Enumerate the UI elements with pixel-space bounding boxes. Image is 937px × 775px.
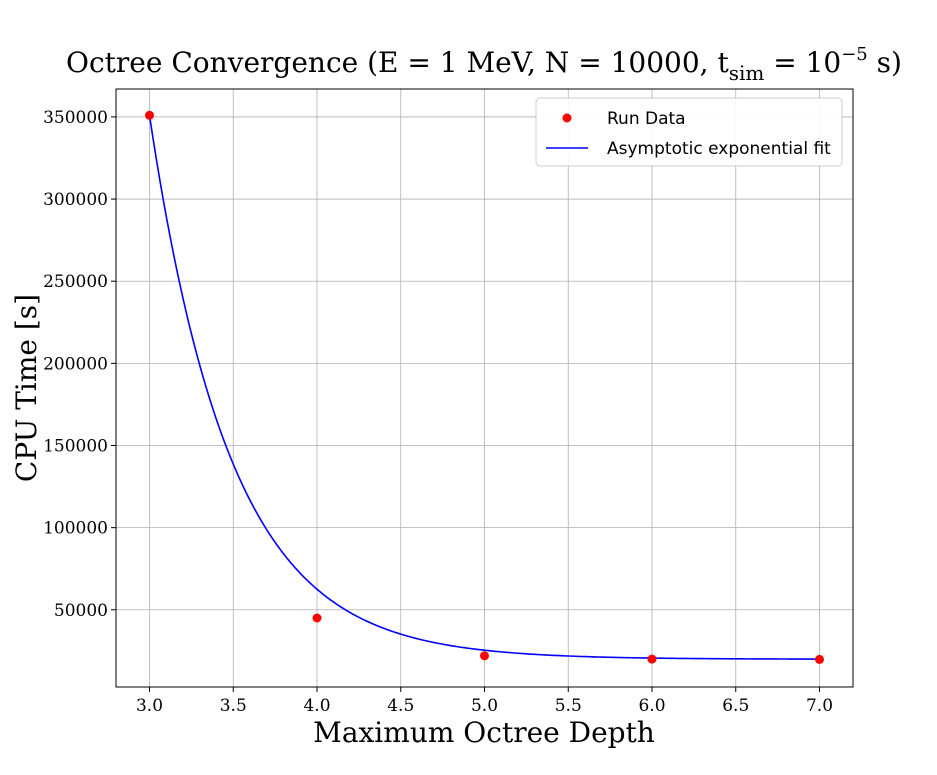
legend-box (535, 97, 843, 167)
x-tick-label: 6.0 (638, 696, 665, 716)
y-axis-ticks: 50000 100000 150000 200000 250000 300000 35000… (43, 108, 116, 621)
y-tick-label: 200000 (43, 354, 108, 374)
chart-title-subscript: sim (729, 61, 765, 85)
x-tick-label: 5.0 (471, 696, 498, 716)
grid (116, 89, 853, 687)
data-point (312, 613, 322, 623)
x-tick-label: 3.0 (136, 696, 163, 716)
data-point (145, 110, 154, 120)
series-layer (145, 110, 824, 664)
fit-curve (148, 115, 820, 660)
y-tick-label: 350000 (43, 108, 108, 128)
data-point (647, 654, 657, 664)
x-axis-ticks: 3.0 3.5 4.0 4.5 5.0 5.5 6.0 6.5 7.0 (136, 687, 833, 716)
chart-title-superscript: −5 (841, 44, 868, 65)
x-tick-label: 4.5 (387, 696, 414, 716)
x-axis-label: Maximum Octree Depth (313, 716, 655, 749)
y-tick-label: 300000 (43, 190, 108, 210)
x-tick-label: 6.5 (722, 696, 749, 716)
y-tick-label: 250000 (43, 272, 108, 292)
chart-title-middle: = 10 (764, 46, 841, 79)
x-tick-label: 4.0 (303, 696, 330, 716)
chart-title: Octree Convergence (E = 1 MeV, N = 10000… (66, 44, 902, 85)
y-axis-label: CPU Time [s] (10, 294, 43, 482)
data-point (815, 654, 824, 664)
chart-title-prefix: Octree Convergence (E = 1 MeV, N = 10000… (66, 46, 729, 79)
y-tick-label: 50000 (54, 601, 108, 621)
x-tick-label: 5.5 (555, 696, 582, 716)
y-tick-label: 100000 (43, 519, 108, 539)
plot-frame (115, 88, 854, 688)
legend-label-fit: Asymptotic exponential fit (607, 139, 831, 159)
data-point (480, 651, 489, 661)
chart-title-suffix: s) (868, 46, 902, 79)
y-tick-label: 150000 (43, 437, 108, 457)
legend-label-run-data: Run Data (607, 109, 686, 129)
legend: Run Data Asymptotic exponential fit (535, 97, 843, 167)
x-tick-label: 3.5 (220, 696, 247, 716)
legend-marker-run-data (562, 113, 572, 123)
x-tick-label: 7.0 (806, 696, 833, 716)
